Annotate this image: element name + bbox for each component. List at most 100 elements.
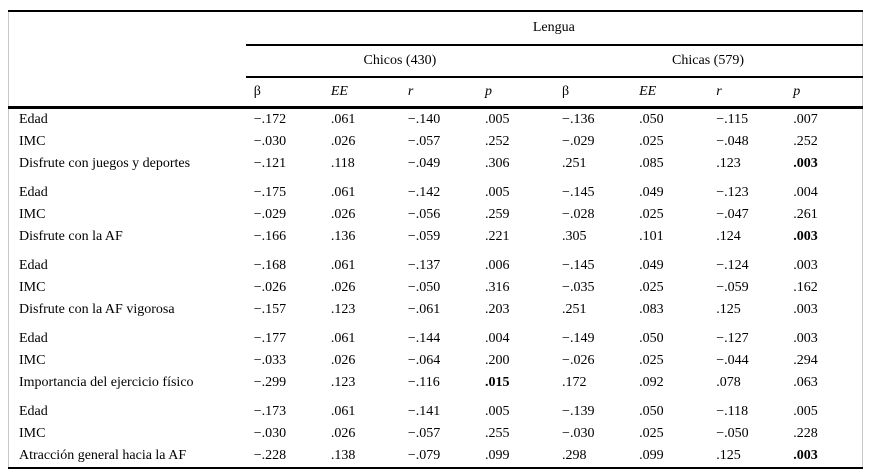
value-cell: .078 [716,375,741,390]
value-cell: .007 [793,112,818,127]
value-cell: −.142 [407,185,441,200]
value-cell: .251 [562,302,587,317]
table-header: Lengua Chicos (430) Chicas (579) β EE r p β E… [8,11,863,109]
value-cell: −.059 [716,280,749,295]
stat-column-header: EE [322,77,400,109]
value-cell: .003 [793,448,818,463]
row-label: IMC [19,207,46,222]
table-row: Edad −.177 .061 −.144 .004 −.149 .050 −.127 .003 [9,321,863,350]
value-cell: .005 [484,404,510,419]
row-label: Edad [19,404,48,419]
table-row: Atracción general hacia la AF −.228 .138 −.… [9,445,863,468]
value-cell: .050 [639,331,664,346]
table-row: Disfrute con la AF −.166 .136 −.059 .221 .305… [9,226,863,248]
value-cell: .026 [330,426,356,441]
table-row: Importancia del ejercicio físico −.299 .12… [9,372,863,394]
table-row: Edad −.172 .061 −.140 .005 −.136 .050 −.115 .007 [9,108,863,132]
value-cell: −.026 [253,280,287,295]
value-cell: −.175 [253,185,287,200]
value-cell: −.047 [716,207,749,222]
stat-column-header: β [245,77,323,109]
table-row: IMC −.029 .026 −.056 .259 −.028 .025 −.047 .261 [9,204,863,226]
value-cell: −.026 [562,353,595,368]
stat-column-header: p [785,77,863,109]
value-cell: −.116 [407,375,440,390]
value-cell: .061 [330,258,356,273]
value-cell: .123 [330,375,356,390]
value-cell: −.140 [407,112,441,127]
value-cell: .026 [330,207,356,222]
value-cell: −.124 [716,258,749,273]
row-label: Disfrute con la AF vigorosa [19,302,175,317]
value-cell: −.061 [407,302,441,317]
value-cell: −.168 [253,258,287,273]
regression-table: Lengua Chicos (430) Chicas (579) β EE r p β E… [8,10,863,469]
table-row: IMC −.026 .026 −.050 .316 −.035 .025 −.059 .162 [9,277,863,299]
value-cell: −.173 [253,404,287,419]
value-cell: .316 [484,280,510,295]
value-cell: −.123 [716,185,749,200]
value-cell: .061 [330,404,356,419]
value-cell: −.177 [253,331,287,346]
table-row: Edad −.175 .061 −.142 .005 −.145 .049 −.123 .004 [9,175,863,204]
value-cell: .025 [639,353,664,368]
row-label: Edad [19,112,48,127]
value-cell: .003 [793,258,818,273]
value-cell: .003 [793,302,818,317]
value-cell: −.050 [407,280,441,295]
value-cell: .025 [639,280,664,295]
value-cell: .306 [484,156,510,171]
value-cell: −.144 [407,331,441,346]
value-cell: −.136 [562,112,595,127]
value-cell: −.059 [407,229,441,244]
value-cell: .294 [793,353,818,368]
value-cell: .050 [639,404,664,419]
value-cell: .252 [793,134,818,149]
value-cell: −.030 [253,134,287,149]
stub-spacer [9,45,246,77]
value-cell: .006 [484,258,510,273]
value-cell: .124 [716,229,741,244]
value-cell: .085 [639,156,664,171]
value-cell: .015 [484,375,510,390]
table-row: IMC −.030 .026 −.057 .255 −.030 .025 −.050 .228 [9,423,863,445]
value-cell: −.079 [407,448,441,463]
value-cell: −.035 [562,280,595,295]
value-cell: .025 [639,207,664,222]
value-cell: .050 [639,112,664,127]
value-cell: −.121 [253,156,287,171]
value-cell: −.145 [562,258,595,273]
value-cell: −.228 [253,448,287,463]
group-header-chicos: Chicos (430) [245,45,555,78]
value-cell: .025 [639,134,664,149]
table-row: Edad −.168 .061 −.137 .006 −.145 .049 −.124 .003 [9,248,863,277]
row-label: Edad [19,258,48,273]
value-cell: .099 [639,448,664,463]
group-header-chicas: Chicas (579) [554,45,863,78]
table-row: Edad −.173 .061 −.141 .005 −.139 .050 −.118 .005 [9,394,863,423]
value-cell: −.118 [716,404,749,419]
value-cell: −.166 [253,229,287,244]
row-label: Disfrute con juegos y deportes [19,156,191,171]
value-cell: .092 [639,375,664,390]
row-label: IMC [19,426,46,441]
span-header-row: Lengua [9,11,863,46]
value-cell: .049 [639,185,664,200]
value-cell: .162 [793,280,818,295]
value-cell: .005 [484,112,510,127]
value-cell: −.299 [253,375,287,390]
value-cell: .026 [330,353,356,368]
stat-column-header: r [708,77,786,109]
value-cell: .118 [330,156,355,171]
value-cell: .203 [484,302,510,317]
table-row: IMC −.033 .026 −.064 .200 −.026 .025 −.044 .294 [9,350,863,372]
value-cell: .005 [484,185,510,200]
value-cell: .101 [639,229,664,244]
value-cell: −.029 [253,207,287,222]
value-cell: −.139 [562,404,595,419]
value-cell: −.049 [407,156,441,171]
value-cell: −.157 [253,302,287,317]
value-cell: .083 [639,302,664,317]
value-cell: −.044 [716,353,749,368]
